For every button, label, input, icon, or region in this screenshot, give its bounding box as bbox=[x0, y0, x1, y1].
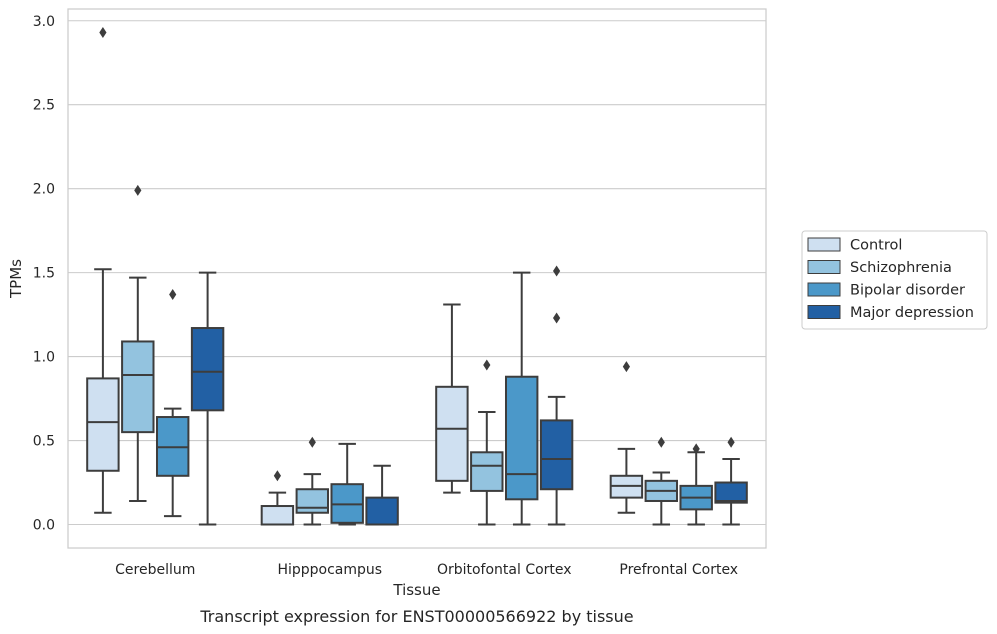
x-tick-label: Hipppocampus bbox=[277, 562, 382, 578]
box bbox=[190, 271, 225, 526]
y-tick-label: 0.0 bbox=[33, 517, 55, 533]
box bbox=[260, 470, 295, 526]
outlier-point bbox=[483, 359, 491, 371]
outlier-point bbox=[692, 443, 700, 455]
box bbox=[121, 184, 155, 502]
y-tick-label: 2.5 bbox=[33, 98, 55, 114]
outlier-point bbox=[622, 361, 630, 373]
box bbox=[365, 464, 399, 526]
box bbox=[679, 443, 713, 526]
box-iqr bbox=[260, 505, 295, 526]
legend-label: Schizophrenia bbox=[850, 260, 952, 276]
box bbox=[470, 359, 504, 526]
y-tick-labels: 0.0 0.5 1.0 1.5 2.0 2.5 3.0 bbox=[33, 14, 55, 534]
outlier-point bbox=[308, 436, 316, 448]
box-iqr bbox=[470, 451, 504, 492]
chart-caption: Transcript expression for ENST0000056692… bbox=[199, 607, 633, 626]
box-iqr bbox=[365, 496, 399, 526]
legend-frame bbox=[801, 230, 988, 330]
box-iqr bbox=[714, 481, 748, 504]
x-tick-labels: Cerebellum Hipppocampus Orbitofontal Corte… bbox=[115, 562, 738, 578]
box bbox=[155, 288, 190, 518]
box bbox=[609, 361, 644, 514]
box-iqr bbox=[504, 375, 539, 501]
box-iqr bbox=[86, 377, 120, 472]
outlier-point bbox=[169, 288, 177, 300]
y-tick-label: 0.5 bbox=[33, 434, 55, 450]
box bbox=[504, 271, 539, 526]
box-iqr bbox=[435, 385, 469, 482]
box bbox=[86, 27, 120, 514]
legend-swatch bbox=[807, 237, 841, 252]
y-axis-label: TPMs bbox=[7, 259, 25, 299]
box-iqr bbox=[190, 327, 225, 412]
x-tick-label: Orbitofontal Cortex bbox=[437, 562, 572, 578]
box bbox=[714, 436, 748, 526]
outlier-point bbox=[134, 184, 142, 196]
x-tick-label: Cerebellum bbox=[115, 562, 195, 578]
y-tick-label: 1.0 bbox=[33, 350, 55, 366]
box bbox=[435, 303, 469, 494]
outlier-point bbox=[553, 265, 561, 277]
outlier-point bbox=[273, 470, 281, 482]
box-iqr bbox=[295, 488, 330, 514]
legend-label: Bipolar disorder bbox=[850, 283, 965, 299]
outlier-point bbox=[727, 436, 735, 448]
legend-swatch bbox=[807, 260, 841, 274]
legend-label: Major depression bbox=[850, 305, 974, 321]
outlier-point bbox=[99, 27, 107, 39]
plot-frame bbox=[67, 8, 767, 549]
box bbox=[644, 436, 679, 526]
x-axis-label: Tissue bbox=[392, 581, 440, 599]
legend-item: Schizophrenia bbox=[807, 260, 952, 276]
box bbox=[330, 442, 364, 526]
legend-swatch bbox=[807, 282, 841, 297]
box bbox=[295, 436, 330, 526]
outlier-point bbox=[657, 436, 665, 448]
legend-item: Major depression bbox=[807, 305, 974, 321]
box-series bbox=[86, 27, 748, 526]
box-iqr bbox=[539, 419, 574, 491]
y-tick-label: 2.0 bbox=[33, 182, 55, 198]
y-tick-label: 3.0 bbox=[33, 14, 55, 30]
legend: Control Schizophrenia Bipolar disorder Majo… bbox=[801, 230, 988, 330]
legend-label: Control bbox=[850, 238, 902, 254]
box-iqr bbox=[121, 340, 155, 434]
y-tick-label: 1.5 bbox=[33, 266, 55, 282]
legend-item: Bipolar disorder bbox=[807, 282, 965, 299]
outlier-point bbox=[553, 312, 561, 324]
legend-swatch bbox=[807, 305, 841, 319]
legend-item: Control bbox=[807, 237, 902, 254]
box bbox=[539, 265, 574, 526]
x-tick-label: Prefrontal Cortex bbox=[619, 562, 738, 578]
